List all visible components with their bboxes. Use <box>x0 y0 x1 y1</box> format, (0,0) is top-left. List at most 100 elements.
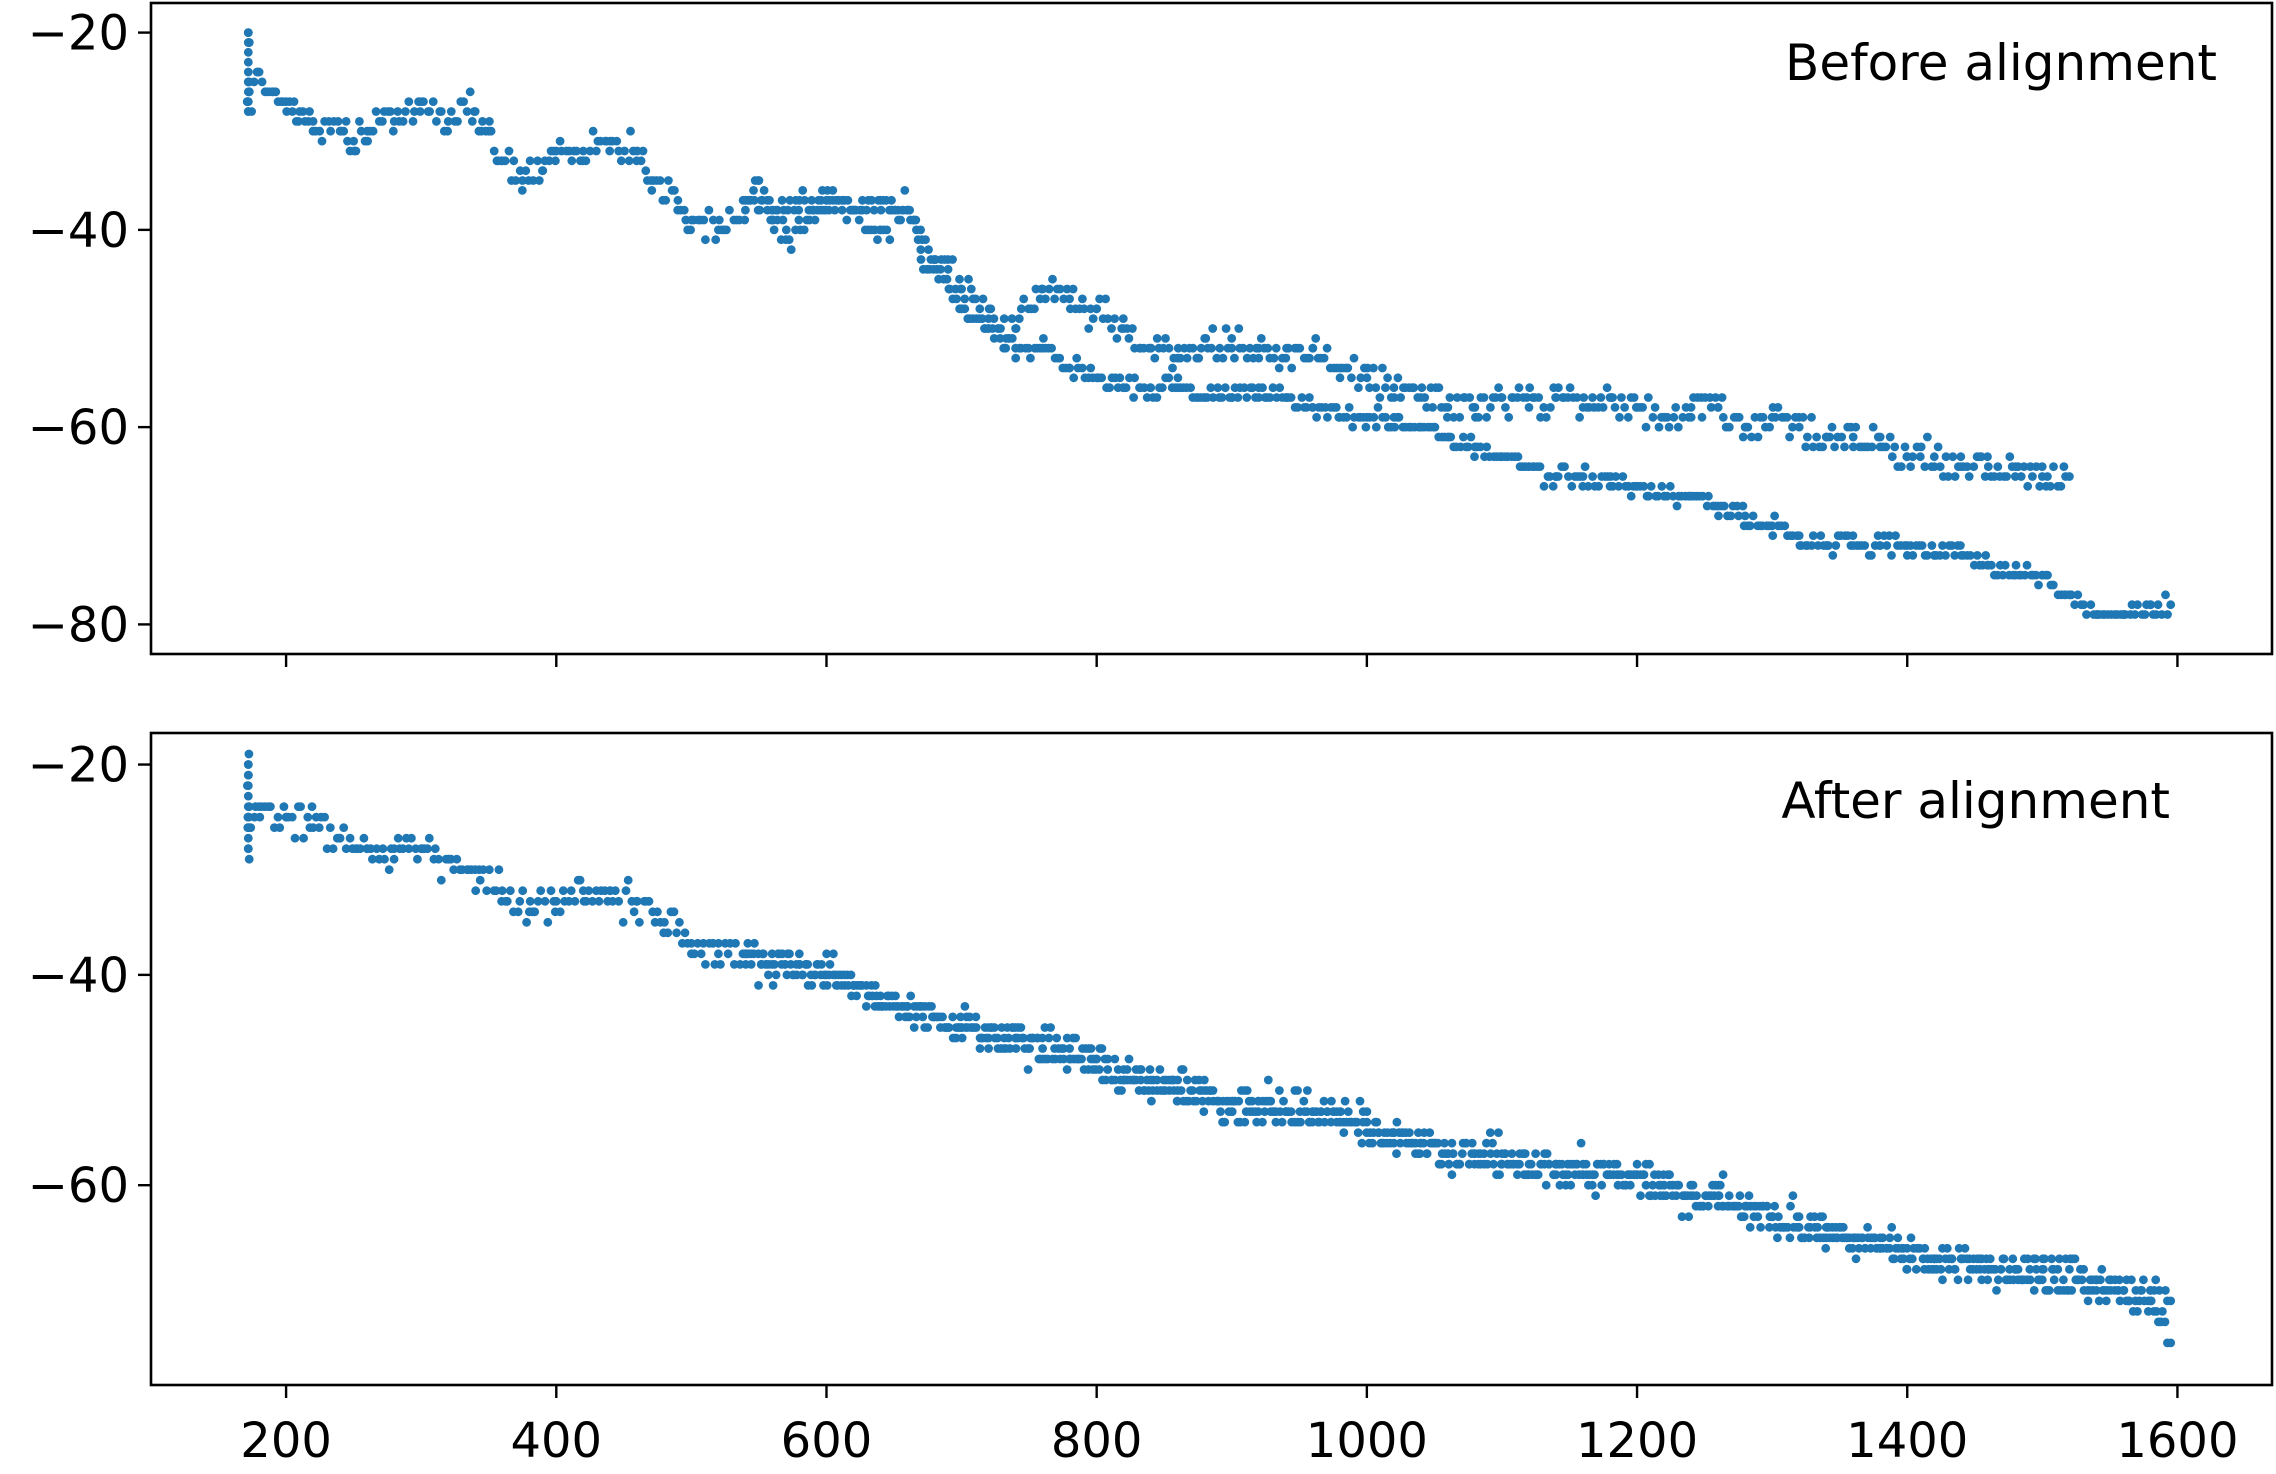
data-point <box>1659 491 1669 501</box>
data-point <box>2127 1275 2136 1285</box>
data-point <box>401 107 410 116</box>
data-point <box>2037 1275 2047 1285</box>
data-point <box>471 886 481 896</box>
data-point <box>1452 393 1462 402</box>
data-point <box>1208 324 1218 333</box>
data-point <box>290 833 300 843</box>
data-point <box>2166 1338 2176 1348</box>
data-point <box>749 195 759 205</box>
data-point <box>1281 393 1291 402</box>
data-point <box>1579 393 1589 402</box>
data-point <box>1643 393 1653 402</box>
data-point <box>1770 1201 1779 1211</box>
data-point <box>999 314 1009 323</box>
data-point <box>1254 393 1264 402</box>
data-point <box>722 225 731 235</box>
data-point <box>1539 481 1549 491</box>
data-point <box>759 186 769 195</box>
data-point <box>1335 412 1345 422</box>
data-point <box>1271 343 1281 353</box>
data-point <box>328 844 338 854</box>
data-point <box>614 896 624 906</box>
data-point <box>2065 1264 2074 1274</box>
data-point <box>1896 462 1906 471</box>
data-point <box>686 225 695 235</box>
data-point <box>1216 1107 1225 1116</box>
data-point <box>1891 531 1900 540</box>
data-point <box>1368 1138 1377 1148</box>
data-point <box>2019 462 2029 471</box>
data-point <box>957 284 966 294</box>
data-point <box>1638 1170 1648 1180</box>
data-point <box>807 981 817 990</box>
data-point <box>1077 363 1087 373</box>
data-point <box>1389 1138 1399 1148</box>
data-point <box>1713 501 1723 511</box>
data-point <box>1900 442 1910 452</box>
data-point <box>2119 610 2128 619</box>
data-point <box>644 896 654 906</box>
data-point <box>1576 1138 1586 1148</box>
data-point <box>1830 442 1839 452</box>
data-point <box>1671 403 1681 412</box>
data-point <box>591 146 601 156</box>
data-point <box>1444 1159 1454 1169</box>
data-point <box>1004 1033 1013 1043</box>
data-point <box>2119 1286 2129 1295</box>
data-point <box>1762 1201 1772 1211</box>
data-point <box>513 907 523 917</box>
data-point <box>1899 1254 1908 1264</box>
data-point <box>1128 324 1137 333</box>
data-point <box>485 117 494 126</box>
data-point <box>1227 343 1237 353</box>
data-point <box>1147 1096 1156 1106</box>
data-point <box>1983 1264 1993 1274</box>
data-point <box>975 304 985 314</box>
data-point <box>1445 393 1455 402</box>
data-point <box>244 749 254 759</box>
data-point <box>1181 1096 1191 1106</box>
data-point <box>1920 462 1930 471</box>
data-point <box>1169 1075 1179 1085</box>
data-point <box>1350 1117 1360 1127</box>
data-point <box>2079 600 2089 610</box>
data-point <box>528 176 538 185</box>
data-point <box>1322 343 1332 353</box>
data-point <box>957 304 966 314</box>
data-point <box>1703 1201 1713 1211</box>
data-point <box>1818 442 1828 452</box>
data-point <box>1455 1159 1464 1169</box>
data-point <box>849 981 858 990</box>
y-tick-label: −20 <box>28 6 129 62</box>
data-point <box>524 907 534 917</box>
data-point <box>1335 373 1345 383</box>
data-point <box>333 117 343 126</box>
data-point <box>2161 590 2170 600</box>
data-point <box>1212 1096 1222 1106</box>
data-point <box>308 823 318 832</box>
data-point <box>1669 412 1679 422</box>
data-point <box>478 865 488 875</box>
data-point <box>518 886 528 896</box>
data-point <box>425 107 434 116</box>
data-point <box>489 146 499 156</box>
data-point <box>1129 393 1138 402</box>
data-point <box>1279 1096 1288 1106</box>
data-point <box>1419 1138 1429 1148</box>
data-point <box>767 949 777 959</box>
data-point <box>372 844 382 854</box>
data-point <box>1329 1107 1338 1116</box>
data-point <box>1513 1170 1522 1180</box>
data-point <box>1966 551 1975 560</box>
data-point <box>1812 432 1821 442</box>
data-point <box>1514 383 1524 393</box>
data-point <box>1572 393 1582 402</box>
data-point <box>1851 1254 1861 1264</box>
data-point <box>1840 442 1849 452</box>
data-point <box>1084 324 1094 333</box>
data-point <box>900 186 910 195</box>
data-point <box>870 981 880 990</box>
data-point <box>768 981 778 990</box>
data-point <box>943 264 953 274</box>
